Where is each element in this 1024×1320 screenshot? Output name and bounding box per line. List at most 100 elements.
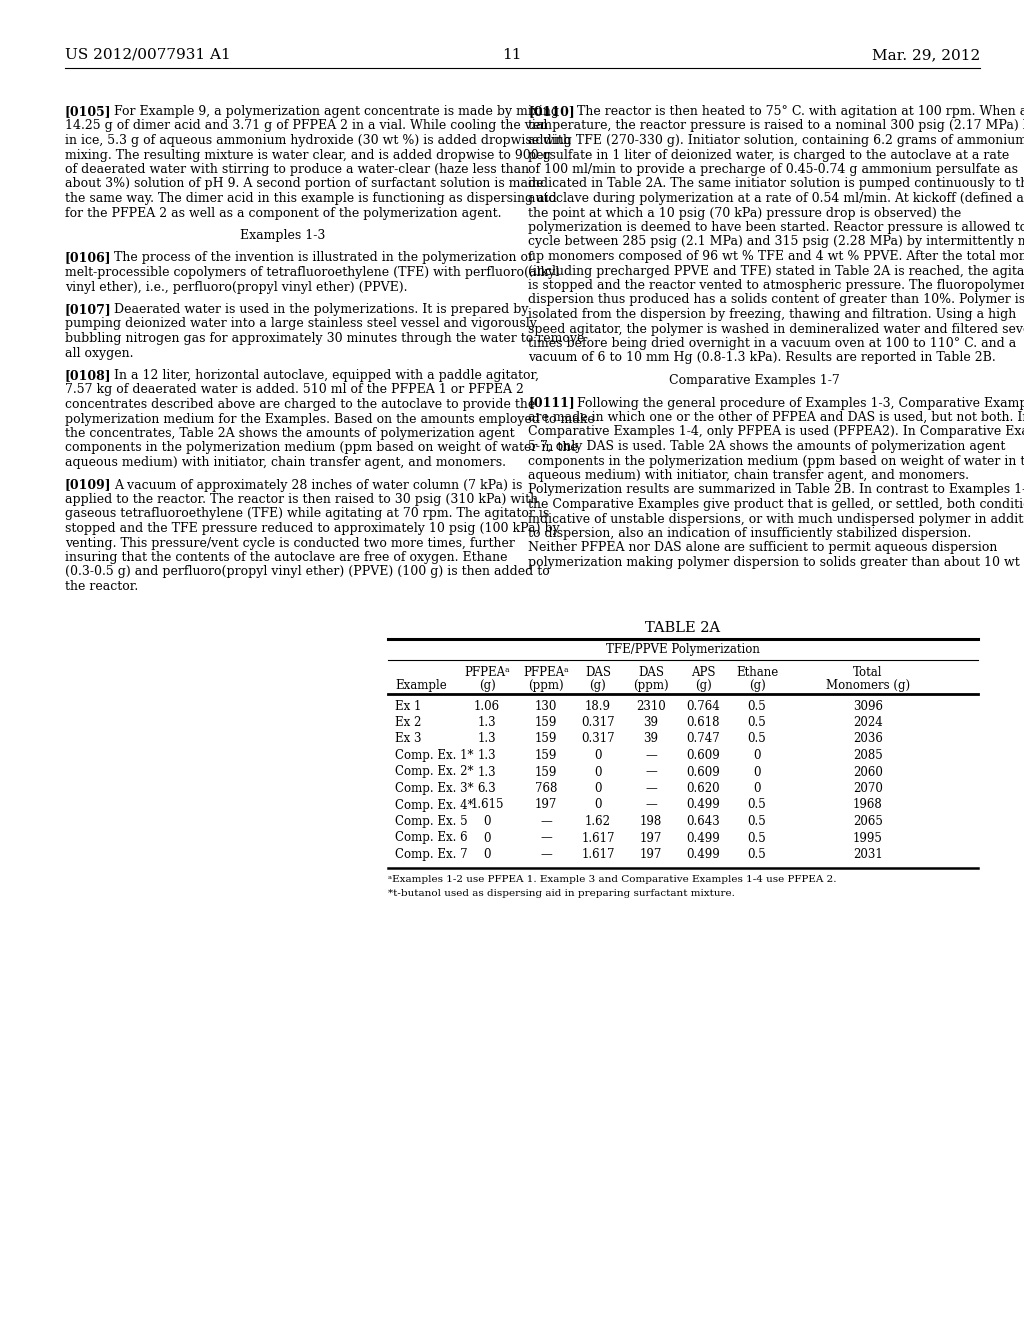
Text: 0.5: 0.5 [748,814,766,828]
Text: (ppm): (ppm) [528,678,564,692]
Text: Ex 1: Ex 1 [395,700,421,713]
Text: cycle between 285 psig (2.1 MPa) and 315 psig (2.28 MPa) by intermittently makin: cycle between 285 psig (2.1 MPa) and 315… [528,235,1024,248]
Text: 0: 0 [754,781,761,795]
Text: —: — [540,814,552,828]
Text: —: — [645,781,656,795]
Text: up monomers composed of 96 wt % TFE and 4 wt % PPVE. After the total monomers: up monomers composed of 96 wt % TFE and … [528,249,1024,263]
Text: [0105]: [0105] [65,106,112,117]
Text: ᵃExamples 1-2 use PFPEA 1. Example 3 and Comparative Examples 1-4 use PFPEA 2.: ᵃExamples 1-2 use PFPEA 1. Example 3 and… [388,874,837,883]
Text: Comparative Examples 1-7: Comparative Examples 1-7 [669,374,840,387]
Text: 2036: 2036 [853,733,883,746]
Text: 198: 198 [640,814,663,828]
Text: 2024: 2024 [853,715,883,729]
Text: Monomers (g): Monomers (g) [826,678,910,692]
Text: 0.5: 0.5 [748,799,766,812]
Text: In a 12 liter, horizontal autoclave, equipped with a paddle agitator,: In a 12 liter, horizontal autoclave, equ… [115,370,540,381]
Text: 0: 0 [594,781,602,795]
Text: (0.3-0.5 g) and perfluoro(propyl vinyl ether) (PPVE) (100 g) is then added to: (0.3-0.5 g) and perfluoro(propyl vinyl e… [65,565,550,578]
Text: Comp. Ex. 1*: Comp. Ex. 1* [395,748,473,762]
Text: (g): (g) [590,678,606,692]
Text: (ppm): (ppm) [633,678,669,692]
Text: isolated from the dispersion by freezing, thawing and filtration. Using a high: isolated from the dispersion by freezing… [528,308,1016,321]
Text: A vacuum of approximately 28 inches of water column (7 kPa) is: A vacuum of approximately 28 inches of w… [115,479,522,491]
Text: Total: Total [853,665,883,678]
Text: APS: APS [691,665,715,678]
Text: 0.643: 0.643 [686,814,720,828]
Text: 1968: 1968 [853,799,883,812]
Text: (g): (g) [478,678,496,692]
Text: 1.617: 1.617 [582,847,614,861]
Text: 1.617: 1.617 [582,832,614,845]
Text: dispersion thus produced has a solids content of greater than 10%. Polymer is: dispersion thus produced has a solids co… [528,293,1024,306]
Text: mixing. The resulting mixture is water clear, and is added dropwise to 900 g: mixing. The resulting mixture is water c… [65,149,551,161]
Text: 0.764: 0.764 [686,700,720,713]
Text: 1.62: 1.62 [585,814,611,828]
Text: 11: 11 [502,48,522,62]
Text: components in the polymerization medium (ppm based on weight of water in the: components in the polymerization medium … [65,441,578,454]
Text: Polymerization results are summarized in Table 2B. In contrast to Examples 1-3,: Polymerization results are summarized in… [528,483,1024,496]
Text: gaseous tetrafluoroethylene (TFE) while agitating at 70 rpm. The agitator is: gaseous tetrafluoroethylene (TFE) while … [65,507,549,520]
Text: 130: 130 [535,700,557,713]
Text: Comp. Ex. 3*: Comp. Ex. 3* [395,781,474,795]
Text: the same way. The dimer acid in this example is functioning as dispersing aid: the same way. The dimer acid in this exa… [65,191,557,205]
Text: 0: 0 [594,799,602,812]
Text: 1.06: 1.06 [474,700,500,713]
Text: adding TFE (270-330 g). Initiator solution, containing 6.2 grams of ammonium: adding TFE (270-330 g). Initiator soluti… [528,135,1024,147]
Text: concentrates described above are charged to the autoclave to provide the: concentrates described above are charged… [65,399,536,411]
Text: DAS: DAS [585,665,611,678]
Text: PFPEAᵃ: PFPEAᵃ [523,665,568,678]
Text: Deaerated water is used in the polymerizations. It is prepared by: Deaerated water is used in the polymeriz… [115,304,528,315]
Text: indicative of unstable dispersions, or with much undispersed polymer in addition: indicative of unstable dispersions, or w… [528,512,1024,525]
Text: bubbling nitrogen gas for approximately 30 minutes through the water to remove: bubbling nitrogen gas for approximately … [65,333,585,345]
Text: DAS: DAS [638,665,664,678]
Text: 0.317: 0.317 [582,715,614,729]
Text: US 2012/0077931 A1: US 2012/0077931 A1 [65,48,230,62]
Text: pumping deionized water into a large stainless steel vessel and vigorously: pumping deionized water into a large sta… [65,318,537,330]
Text: 0.499: 0.499 [686,832,720,845]
Text: components in the polymerization medium (ppm based on weight of water in the: components in the polymerization medium … [528,454,1024,467]
Text: vacuum of 6 to 10 mm Hg (0.8-1.3 kPa). Results are reported in Table 2B.: vacuum of 6 to 10 mm Hg (0.8-1.3 kPa). R… [528,351,995,364]
Text: [0106]: [0106] [65,252,112,264]
Text: Comp. Ex. 2*: Comp. Ex. 2* [395,766,473,779]
Text: [0109]: [0109] [65,479,112,491]
Text: 1995: 1995 [853,832,883,845]
Text: about 3%) solution of pH 9. A second portion of surfactant solution is made: about 3%) solution of pH 9. A second por… [65,177,544,190]
Text: *t-butanol used as dispersing aid in preparing surfactant mixture.: *t-butanol used as dispersing aid in pre… [388,888,735,898]
Text: 0: 0 [483,814,490,828]
Text: TABLE 2A: TABLE 2A [645,620,721,635]
Text: 0.5: 0.5 [748,832,766,845]
Text: 159: 159 [535,748,557,762]
Text: 0.5: 0.5 [748,733,766,746]
Text: 0: 0 [754,766,761,779]
Text: persulfate in 1 liter of deionized water, is charged to the autoclave at a rate: persulfate in 1 liter of deionized water… [528,149,1010,161]
Text: 0.620: 0.620 [686,781,720,795]
Text: Ex 3: Ex 3 [395,733,422,746]
Text: —: — [540,847,552,861]
Text: For Example 9, a polymerization agent concentrate is made by mixing: For Example 9, a polymerization agent co… [115,106,559,117]
Text: —: — [540,832,552,845]
Text: 1.3: 1.3 [477,748,497,762]
Text: 0.499: 0.499 [686,799,720,812]
Text: 0.317: 0.317 [582,733,614,746]
Text: The reactor is then heated to 75° C. with agitation at 100 rpm. When at: The reactor is then heated to 75° C. wit… [578,106,1024,117]
Text: 7.57 kg of deaerated water is added. 510 ml of the PFPEA 1 or PFPEA 2: 7.57 kg of deaerated water is added. 510… [65,384,524,396]
Text: 1.615: 1.615 [470,799,504,812]
Text: aqueous medium) with initiator, chain transfer agent, and monomers.: aqueous medium) with initiator, chain tr… [65,455,506,469]
Text: 159: 159 [535,766,557,779]
Text: times before being dried overnight in a vacuum oven at 100 to 110° C. and a: times before being dried overnight in a … [528,337,1016,350]
Text: are made in which one or the other of PFPEA and DAS is used, but not both. In: are made in which one or the other of PF… [528,411,1024,424]
Text: in ice, 5.3 g of aqueous ammonium hydroxide (30 wt %) is added dropwise with: in ice, 5.3 g of aqueous ammonium hydrox… [65,135,570,147]
Text: venting. This pressure/vent cycle is conducted two more times, further: venting. This pressure/vent cycle is con… [65,536,515,549]
Text: 1.3: 1.3 [477,715,497,729]
Text: 0: 0 [594,748,602,762]
Text: 1.3: 1.3 [477,733,497,746]
Text: Comparative Examples 1-4, only PFPEA is used (PFPEA2). In Comparative Examples: Comparative Examples 1-4, only PFPEA is … [528,425,1024,438]
Text: 0.5: 0.5 [748,715,766,729]
Text: 2085: 2085 [853,748,883,762]
Text: 0.609: 0.609 [686,766,720,779]
Text: of 100 ml/min to provide a precharge of 0.45-0.74 g ammonium persulfate as: of 100 ml/min to provide a precharge of … [528,162,1018,176]
Text: 0.5: 0.5 [748,847,766,861]
Text: Neither PFPEA nor DAS alone are sufficient to permit aqueous dispersion: Neither PFPEA nor DAS alone are sufficie… [528,541,997,554]
Text: (g): (g) [749,678,765,692]
Text: The process of the invention is illustrated in the polymerization of: The process of the invention is illustra… [115,252,532,264]
